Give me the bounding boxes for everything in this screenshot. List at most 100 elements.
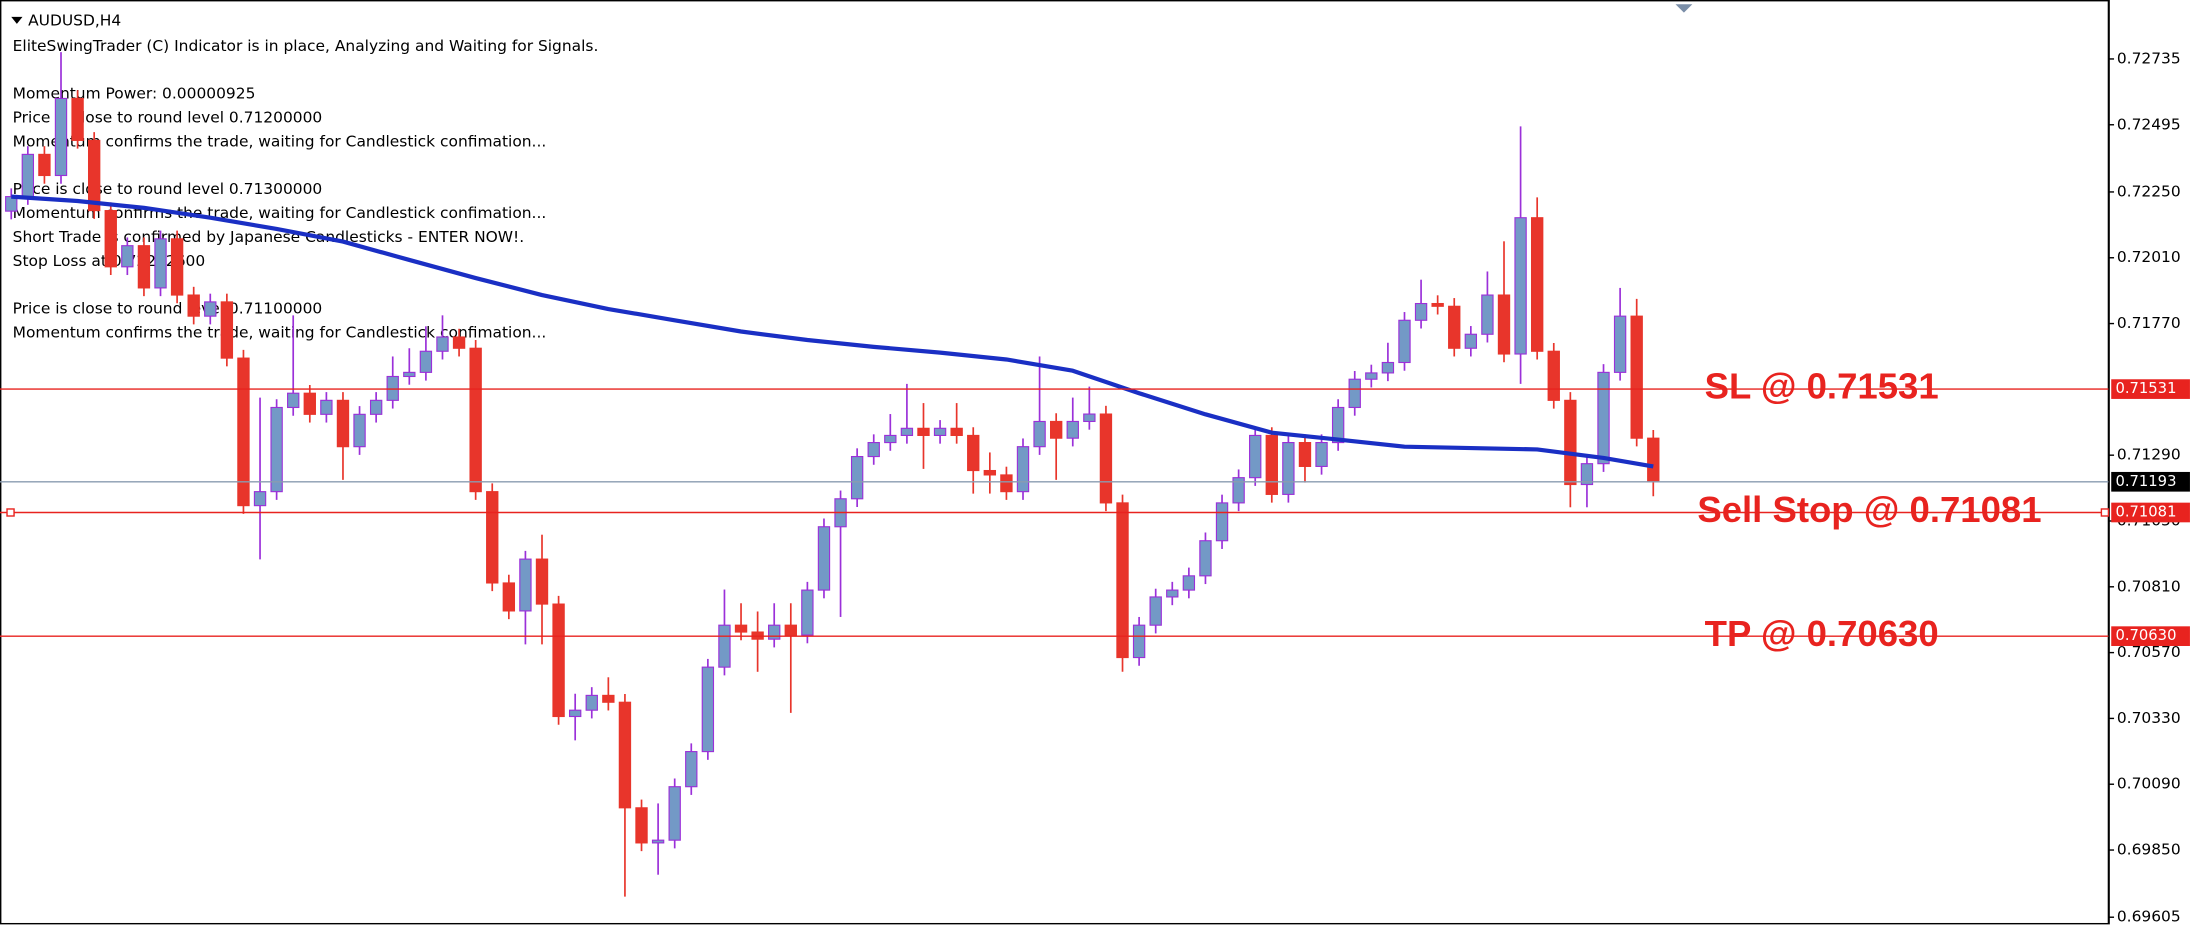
candle-body (1547, 350, 1560, 401)
candle-body (1613, 315, 1627, 373)
candle-body (768, 624, 781, 640)
candle-body (1315, 442, 1328, 467)
candle-body (651, 839, 665, 844)
candle-body (867, 442, 880, 458)
info-line: Price is close to round level 0.71200000 (13, 109, 323, 127)
candle-body (1448, 305, 1461, 349)
candle-body (668, 786, 681, 841)
candle-body (87, 139, 101, 212)
candle-body (253, 491, 267, 507)
candle-body (187, 294, 200, 317)
candle-body (1630, 315, 1643, 439)
y-tick-label: 0.72735 (2117, 49, 2181, 67)
symbol-label: AUDUSD,H4 (28, 12, 121, 30)
candle-body (1066, 420, 1079, 439)
candle-body (933, 427, 947, 437)
candle-body (104, 210, 117, 268)
level-label: Sell Stop @ 0.71081 (1697, 489, 2041, 530)
candle-body (967, 434, 980, 472)
candle-body (1597, 371, 1610, 465)
candle-body (701, 666, 715, 753)
y-tick-label: 0.70810 (2117, 577, 2181, 595)
candle-body (1049, 420, 1063, 439)
level-price-tag (2111, 379, 2190, 399)
level-handle (6, 508, 15, 517)
candle-body (237, 357, 250, 507)
candle-body (535, 558, 549, 605)
candle-body (54, 97, 68, 177)
candle-body (519, 558, 532, 612)
candle-body (369, 399, 383, 415)
level-handle (2100, 508, 2110, 517)
candle-body (1116, 502, 1129, 659)
candle-body (1099, 413, 1113, 504)
level-price-label: 0.71531 (2115, 380, 2176, 397)
candle-body (1265, 434, 1278, 495)
candle-body (585, 694, 598, 711)
candle-body (436, 336, 449, 352)
y-tick-label: 0.72250 (2117, 182, 2181, 200)
info-line: Price is close to round level 0.71300000 (13, 180, 323, 198)
candle-body (21, 153, 35, 198)
candle-body (154, 238, 167, 289)
candle-body (884, 434, 897, 444)
candle-body (1514, 217, 1527, 355)
candle-body (950, 427, 963, 437)
plot-frame (0, 0, 2110, 925)
candle-body (801, 589, 814, 636)
y-tick-label: 0.70570 (2117, 643, 2181, 661)
candle-body (1215, 502, 1229, 542)
candle-body (1348, 378, 1361, 409)
level-price-tag (2111, 626, 2190, 646)
candle-body (403, 371, 416, 378)
candle-body (220, 301, 234, 359)
candle-body (917, 427, 930, 437)
candle-body (1365, 372, 1378, 380)
candle-body (204, 301, 217, 317)
candle-body (336, 399, 350, 448)
y-tick-label: 0.69605 (2117, 908, 2181, 926)
candle-body (1647, 437, 1660, 483)
candle-body (419, 350, 433, 373)
info-line: EliteSwingTrader (C) Indicator is in pla… (13, 37, 599, 55)
candle-body (718, 624, 731, 668)
candle-body (1282, 442, 1295, 495)
candle-body (1199, 540, 1212, 577)
info-line: Short Trade is confirmed by Japanese Can… (13, 228, 525, 246)
candle-body (1414, 302, 1428, 321)
candle-body (170, 238, 184, 296)
candle-body (452, 336, 466, 349)
candle-body (1149, 596, 1162, 626)
candle-body (353, 413, 366, 448)
symbol-arrow (11, 16, 23, 24)
candle-body (1398, 319, 1411, 364)
candle-body (900, 427, 914, 437)
candle-body (270, 406, 283, 493)
level-label: SL @ 0.71531 (1705, 366, 1939, 407)
candle-body (1530, 217, 1544, 352)
candle-body (1381, 361, 1395, 374)
candle-body (1580, 463, 1594, 486)
level-price-tag (2111, 502, 2190, 523)
candle-body (635, 807, 648, 844)
candle-body (817, 526, 831, 591)
candle-body (1481, 294, 1494, 335)
candle-body (320, 399, 333, 415)
candle-body (1564, 399, 1577, 486)
current-price-label: 0.71193 (2115, 473, 2176, 490)
candle-body (1083, 413, 1096, 423)
candle-body (1016, 446, 1030, 493)
candle-body (850, 455, 864, 500)
current-price-tag (2111, 471, 2190, 492)
candle-body (137, 245, 151, 289)
candle-body (552, 603, 565, 718)
y-tick-label: 0.71290 (2117, 446, 2181, 464)
candle-body (303, 392, 316, 415)
candle-body (1331, 406, 1345, 444)
candle-body (568, 709, 582, 718)
candle-body (1497, 294, 1511, 355)
y-tick-label: 0.72010 (2117, 248, 2181, 266)
candle-body (121, 245, 134, 268)
candle-body (486, 491, 499, 584)
